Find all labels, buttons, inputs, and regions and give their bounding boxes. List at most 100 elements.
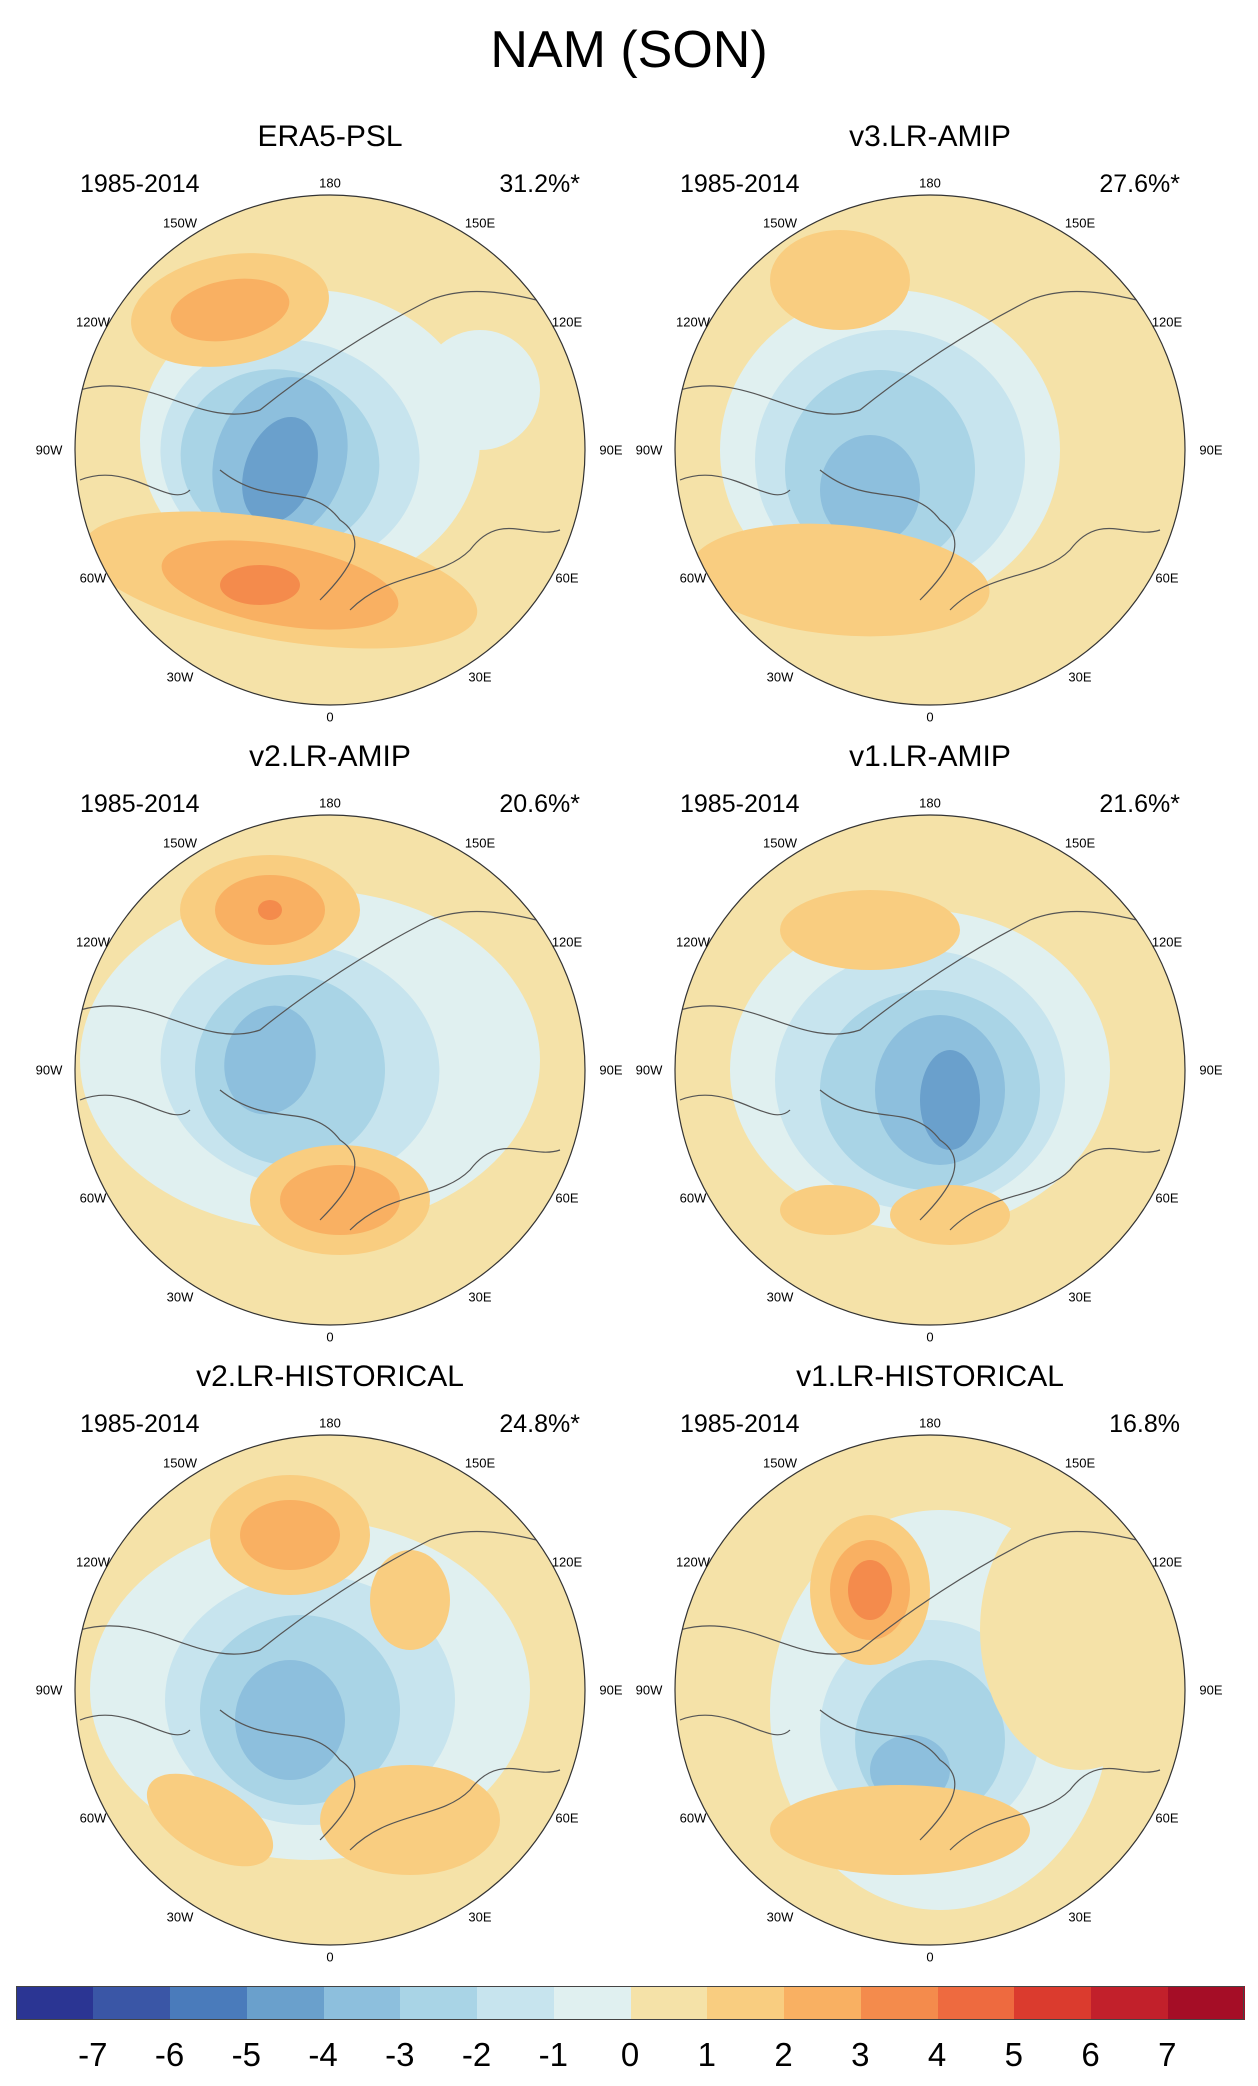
- panel-variance: 20.6%*: [499, 790, 580, 818]
- longitude-label: 90W: [635, 1062, 663, 1078]
- anomaly-contour: [690, 523, 990, 637]
- longitude-label: 60W: [679, 1190, 707, 1206]
- polar-map: [74, 194, 586, 706]
- longitude-label: 30W: [766, 669, 794, 685]
- longitude-label: 60W: [679, 570, 707, 586]
- panel-title: v1.LR-HISTORICAL: [796, 1360, 1064, 1393]
- longitude-label: 180: [319, 175, 341, 191]
- longitude-label: 0: [926, 1329, 934, 1345]
- colorbar-tick-label: -3: [385, 2036, 415, 2073]
- colorbar-tick-label: 2: [774, 2036, 793, 2073]
- colorbar-cell: [783, 1986, 861, 2020]
- anomaly-contour: [240, 1500, 340, 1570]
- map-panel: v3.LR-AMIP 1985-2014 27.6%* 180 0 90W 90E 150W 1…: [620, 120, 1240, 725]
- panel-period: 1985-2014: [80, 1410, 200, 1438]
- longitude-label: 60E: [555, 570, 579, 586]
- anomaly-contour: [420, 330, 540, 450]
- longitude-label: 60W: [79, 1190, 107, 1206]
- colorbar-cell: [1090, 1986, 1168, 2020]
- longitude-label: 60E: [555, 1190, 579, 1206]
- coastline: [79, 290, 581, 611]
- longitude-label: 30W: [766, 1909, 794, 1925]
- colorbar-tick-label: -5: [231, 2036, 261, 2073]
- longitude-label: 30E: [1068, 1909, 1092, 1925]
- colorbar-cell: [937, 1986, 1015, 2020]
- longitude-label: 30E: [468, 669, 492, 685]
- map-panel: v2.LR-HISTORICAL 1985-2014 24.8%* 180 0 90W 90…: [20, 1360, 640, 1965]
- longitude-label: 120W: [76, 1554, 110, 1570]
- longitude-label: 60E: [1155, 570, 1179, 586]
- panel-title: v1.LR-AMIP: [849, 740, 1011, 773]
- polar-map: [74, 1434, 586, 1946]
- longitude-label: 90E: [1199, 1682, 1223, 1698]
- colorbar-cell: [169, 1986, 247, 2020]
- colorbar-cell: [323, 1986, 401, 2020]
- longitude-label: 120W: [676, 1554, 710, 1570]
- longitude-label: 30E: [468, 1909, 492, 1925]
- anomaly-contour: [770, 1785, 1030, 1875]
- longitude-label: 90W: [635, 1682, 663, 1698]
- longitude-label: 150W: [163, 835, 197, 851]
- coastline: [679, 910, 1181, 1231]
- colorbar-cell: [246, 1986, 324, 2020]
- anomaly-contour: [980, 1490, 1180, 1770]
- colorbar-tick-label: 6: [1081, 2036, 1100, 2073]
- longitude-label: 120E: [551, 934, 583, 950]
- longitude-label: 180: [319, 795, 341, 811]
- colorbar-frame: [16, 1986, 1244, 2020]
- colorbar-cell: [1013, 1986, 1091, 2020]
- map-border: [674, 814, 1186, 1326]
- longitude-label: 60W: [79, 1810, 107, 1826]
- colorbar-tick-label: 5: [1004, 2036, 1023, 2073]
- map-border: [74, 194, 586, 706]
- colorbar: [16, 1986, 1245, 2020]
- anomaly-contour: [890, 1185, 1010, 1245]
- longitude-label: 180: [919, 1415, 941, 1431]
- longitude-label: 150E: [464, 1455, 496, 1471]
- longitude-label: 0: [926, 1949, 934, 1965]
- longitude-label: 150W: [763, 1455, 797, 1471]
- longitude-label: 60E: [555, 1810, 579, 1826]
- figure-title: NAM (SON): [490, 21, 768, 79]
- colorbar-cell: [1167, 1986, 1245, 2020]
- panel-period: 1985-2014: [680, 170, 800, 198]
- panel-variance: 31.2%*: [499, 170, 580, 198]
- anomaly-contour: [146, 1773, 274, 1867]
- colorbar-tick-label: -2: [461, 2036, 492, 2073]
- longitude-label: 150W: [763, 215, 797, 231]
- longitude-label: 90E: [599, 1682, 623, 1698]
- longitude-label: 30E: [1068, 669, 1092, 685]
- longitude-label: 150E: [464, 215, 496, 231]
- polar-map: [674, 194, 1186, 706]
- anomaly-contour: [848, 1560, 892, 1620]
- panel-period: 1985-2014: [80, 790, 200, 818]
- colorbar-tick-label: 4: [927, 2036, 947, 2073]
- colorbar-tick-label: -7: [78, 2036, 108, 2073]
- longitude-label: 120E: [551, 1554, 583, 1570]
- anomaly-contour: [320, 1765, 500, 1875]
- coastline: [679, 1530, 1181, 1851]
- longitude-label: 0: [326, 709, 334, 725]
- anomaly-contour: [780, 890, 960, 970]
- colorbar-cell: [16, 1986, 94, 2020]
- colorbar-tick-label: 1: [697, 2036, 716, 2073]
- colorbar-cell: [630, 1986, 708, 2020]
- longitude-label: 150E: [1064, 835, 1096, 851]
- map-panel: v2.LR-AMIP 1985-2014 20.6%* 180 0 90W 90E 150W 1…: [20, 740, 640, 1345]
- colorbar-tick-label: 7: [1158, 2036, 1177, 2073]
- panel-variance: 16.8%: [1109, 1410, 1180, 1438]
- colorbar-cell: [399, 1986, 477, 2020]
- anomaly-contour: [235, 1660, 345, 1780]
- anomaly-contour: [220, 565, 300, 605]
- colorbar-tick-label: -4: [308, 2036, 338, 2073]
- anomaly-contour: [280, 1165, 400, 1235]
- longitude-label: 180: [919, 795, 941, 811]
- anomaly-contour: [258, 900, 282, 920]
- longitude-label: 30E: [1068, 1289, 1092, 1305]
- longitude-label: 90E: [599, 442, 623, 458]
- longitude-label: 120E: [551, 314, 583, 330]
- longitude-label: 120W: [676, 934, 710, 950]
- longitude-label: 150W: [763, 835, 797, 851]
- longitude-label: 30E: [468, 1289, 492, 1305]
- panel-period: 1985-2014: [80, 170, 200, 198]
